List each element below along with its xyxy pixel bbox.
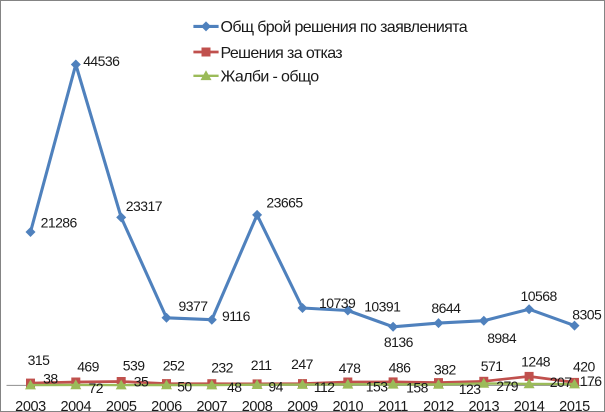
svg-text:469: 469 (77, 359, 99, 375)
svg-text:8984: 8984 (487, 330, 517, 346)
svg-text:2005: 2005 (106, 399, 137, 412)
svg-text:2006: 2006 (151, 399, 182, 412)
svg-text:279: 279 (496, 378, 518, 394)
svg-text:252: 252 (163, 358, 185, 374)
svg-text:2003: 2003 (15, 399, 46, 412)
svg-text:10568: 10568 (521, 288, 558, 304)
svg-text:571: 571 (481, 358, 503, 374)
svg-text:9377: 9377 (179, 298, 209, 314)
svg-text:123: 123 (459, 381, 481, 397)
svg-text:2009: 2009 (287, 399, 318, 412)
svg-text:72: 72 (89, 380, 104, 396)
svg-text:112: 112 (314, 379, 335, 395)
svg-text:2014: 2014 (514, 399, 545, 412)
svg-text:176: 176 (580, 373, 602, 389)
svg-text:8644: 8644 (431, 300, 461, 316)
svg-text:38: 38 (43, 371, 58, 387)
svg-text:Жалби - общо: Жалби - общо (221, 69, 320, 86)
svg-text:207: 207 (550, 374, 572, 390)
svg-text:8136: 8136 (384, 334, 414, 350)
svg-text:539: 539 (123, 357, 145, 373)
svg-text:2012: 2012 (423, 399, 454, 412)
svg-text:8305: 8305 (572, 307, 602, 323)
svg-text:2013: 2013 (468, 399, 499, 412)
svg-text:247: 247 (291, 356, 313, 372)
svg-text:486: 486 (389, 359, 411, 375)
svg-text:1248: 1248 (521, 354, 551, 370)
svg-text:23665: 23665 (266, 194, 303, 210)
svg-text:153: 153 (366, 378, 388, 394)
svg-text:478: 478 (339, 360, 361, 376)
svg-text:2007: 2007 (196, 399, 227, 412)
svg-text:2010: 2010 (332, 399, 363, 412)
svg-text:94: 94 (268, 378, 283, 394)
svg-text:48: 48 (227, 379, 242, 395)
svg-text:2004: 2004 (60, 399, 91, 412)
svg-text:44536: 44536 (83, 53, 120, 69)
svg-text:211: 211 (251, 357, 272, 373)
svg-text:382: 382 (434, 361, 456, 377)
svg-text:315: 315 (28, 352, 50, 368)
svg-text:9116: 9116 (222, 308, 251, 324)
svg-text:21286: 21286 (41, 215, 78, 231)
svg-text:158: 158 (406, 379, 428, 395)
svg-text:10739: 10739 (319, 295, 356, 311)
svg-text:2011: 2011 (378, 399, 408, 412)
svg-text:50: 50 (177, 379, 192, 395)
svg-text:35: 35 (134, 374, 149, 390)
svg-text:Общ брой решения по заявленият: Общ брой решения по заявленията (221, 19, 468, 36)
svg-text:Решения за отказ: Решения за отказ (221, 45, 343, 62)
svg-text:23317: 23317 (126, 198, 163, 214)
svg-text:2015: 2015 (559, 399, 590, 412)
svg-text:10391: 10391 (364, 299, 401, 315)
svg-text:420: 420 (573, 358, 595, 374)
svg-text:2008: 2008 (242, 399, 273, 412)
svg-text:232: 232 (211, 360, 233, 376)
